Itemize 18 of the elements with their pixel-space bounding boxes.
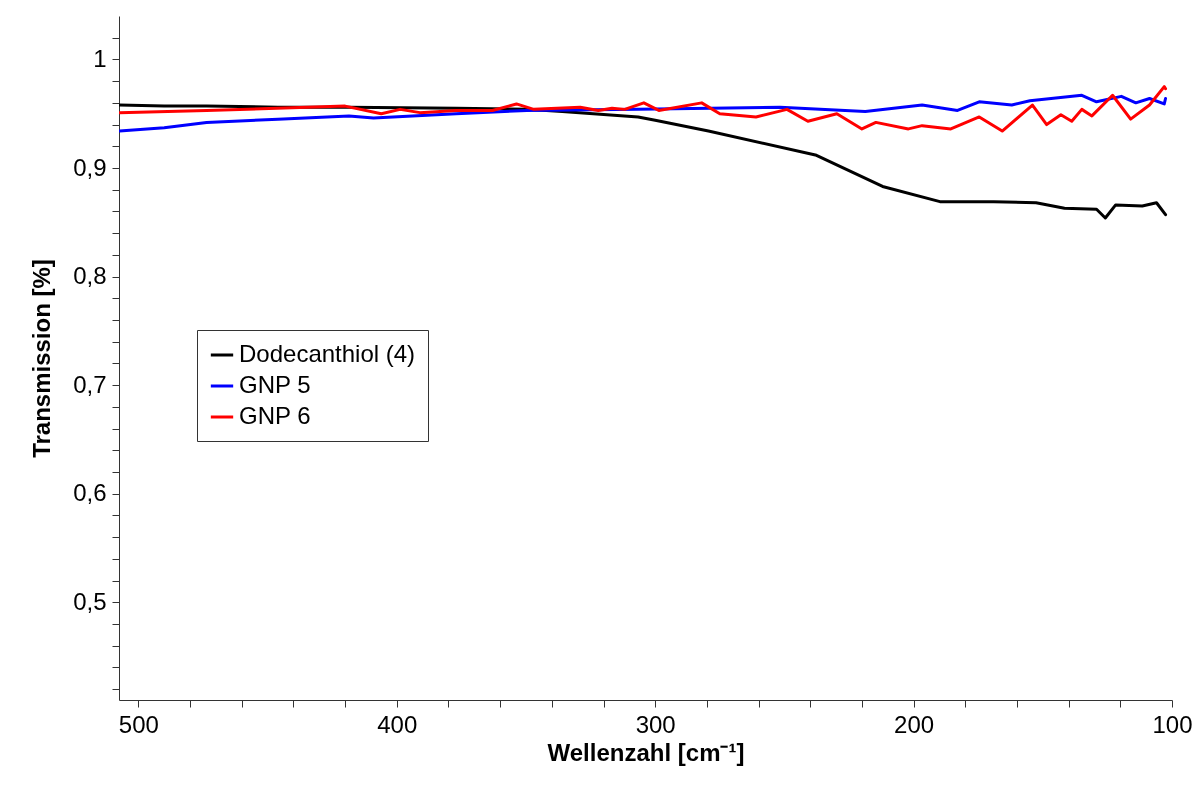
- y-tick-label: 0,6: [73, 479, 107, 507]
- x-tick-label: 400: [377, 710, 418, 738]
- y-tick-label: 0,5: [73, 587, 107, 615]
- x-tick-label: 300: [635, 710, 676, 738]
- y-tick-label: 0,7: [73, 370, 107, 398]
- x-tick-label: 100: [1152, 710, 1193, 738]
- line-series: [119, 85, 1168, 133]
- legend-label: Dodecanthiol (4): [239, 340, 416, 367]
- legend-label: GNP 6: [239, 402, 311, 429]
- y-tick-label: 0,8: [73, 262, 107, 290]
- y-tick-label: 1: [93, 44, 107, 72]
- y-tick-label: 0,9: [73, 153, 107, 181]
- x-tick-label: 200: [894, 710, 935, 738]
- y-axis-title: Transmission [%]: [28, 259, 56, 458]
- line-series: [119, 93, 1168, 133]
- legend-label: GNP 5: [239, 371, 311, 398]
- x-tick-label: 500: [118, 710, 159, 738]
- x-axis-title: Wellenzahl [cm⁻¹]: [547, 738, 745, 766]
